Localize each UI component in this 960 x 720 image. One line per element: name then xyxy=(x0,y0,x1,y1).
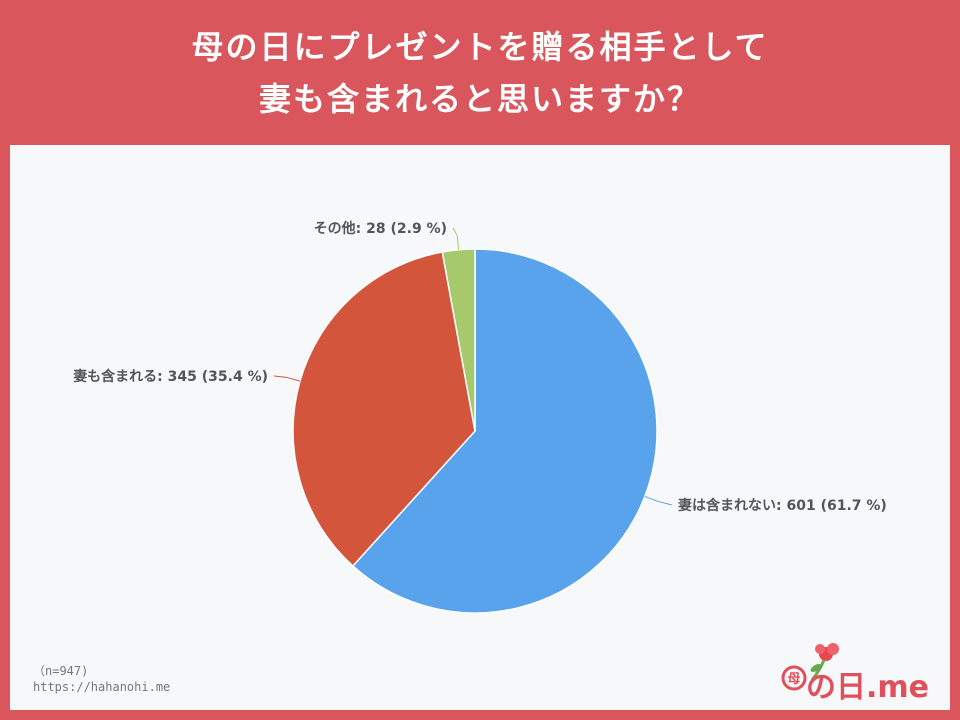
leader-line-1 xyxy=(644,495,673,506)
title-line-2: 妻も含まれると思いますか？ xyxy=(258,79,701,118)
leader-line-3 xyxy=(452,227,460,250)
pie-slice-3 xyxy=(441,248,476,432)
logo-symbol: 母 xyxy=(787,672,800,687)
slice-label-2: 妻も含まれる: 345 (35.4 %) xyxy=(73,368,268,385)
site-logo: 母 の日.me xyxy=(780,640,940,705)
carnation-icon: 母 xyxy=(781,643,839,691)
leader-line-2 xyxy=(273,375,301,382)
pie-slice-2 xyxy=(292,251,476,568)
slice-label-1: 妻は含まれない: 601 (61.7 %) xyxy=(678,497,887,514)
slice-label-3: その他: 28 (2.9 %) xyxy=(314,220,447,237)
sample-size-note: （n=947) xyxy=(33,664,89,678)
title-line-1: 母の日にプレゼントを贈る相手として xyxy=(191,27,769,66)
chart-title: 母の日にプレゼントを贈る相手として 妻も含まれると思いますか？ xyxy=(0,0,960,145)
pie-slice-1 xyxy=(351,248,658,614)
source-url: https://hahanohi.me xyxy=(33,680,171,694)
logo-text: の日.me xyxy=(806,670,930,705)
